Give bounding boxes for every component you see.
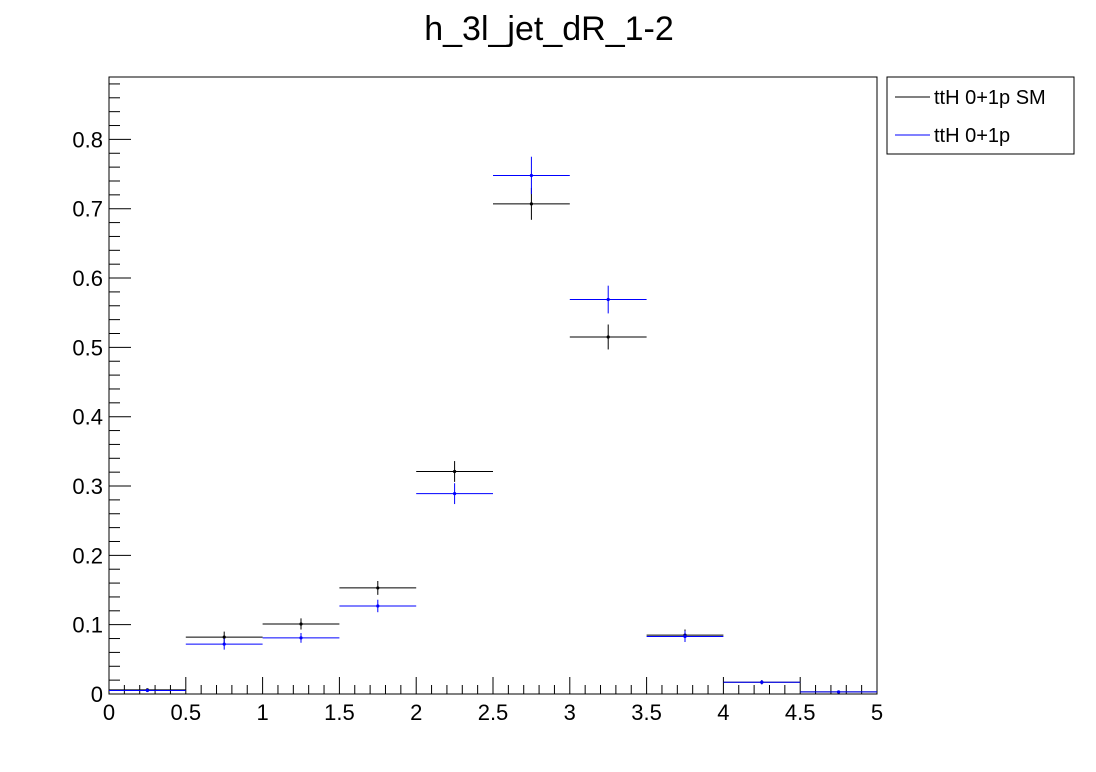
legend-box xyxy=(886,76,1075,155)
data-point xyxy=(145,688,149,693)
x-tick-label: 2.5 xyxy=(478,700,509,725)
y-tick-label: 0.8 xyxy=(72,127,103,152)
x-tick-label: 4 xyxy=(717,700,729,725)
x-tick-label: 0 xyxy=(103,700,115,725)
x-tick-label: 1.5 xyxy=(324,700,355,725)
legend-label-sm: ttH 0+1p SM xyxy=(934,87,1046,109)
data-point xyxy=(376,604,380,608)
data-markers xyxy=(109,156,877,694)
data-point xyxy=(299,636,303,640)
plot-frame xyxy=(108,76,878,695)
data-point xyxy=(529,202,534,206)
data-point xyxy=(683,634,687,639)
x-tick-label: 3.5 xyxy=(631,700,662,725)
x-tick-label: 0.5 xyxy=(171,700,202,725)
data-point xyxy=(760,680,764,684)
y-tick-label: 0.6 xyxy=(72,266,103,291)
x-tick-label: 5 xyxy=(871,700,883,725)
data-point xyxy=(222,635,226,639)
data-point xyxy=(376,586,380,590)
data-point xyxy=(453,492,457,496)
y-tick-label: 0.3 xyxy=(72,474,103,499)
data-point xyxy=(837,690,841,694)
y-tick-label: 0 xyxy=(91,682,103,707)
x-tick-label: 4.5 xyxy=(785,700,816,725)
data-point xyxy=(453,469,457,474)
chart-title: h_3l_jet_dR_1-2 xyxy=(424,10,674,48)
x-tick-label: 2 xyxy=(410,700,422,725)
y-tick-label: 0.2 xyxy=(72,543,103,568)
data-point xyxy=(299,622,303,626)
legend: ttH 0+1p SM ttH 0+1p xyxy=(886,76,1075,155)
data-point xyxy=(529,173,534,178)
y-tick-label: 0.4 xyxy=(72,405,103,430)
series-0 xyxy=(109,187,877,694)
y-tick-label: 0.7 xyxy=(72,197,103,222)
data-point xyxy=(606,335,610,339)
axes: 0 0.5 1 1.5 2 2.5 3 3.5 4 4.5 5 0 0.1 0.2 0.3 0.4 0.5 0.6… xyxy=(72,83,883,725)
x-tick-label: 3 xyxy=(564,700,576,725)
y-tick-label: 0.1 xyxy=(72,613,103,638)
data-point xyxy=(606,297,610,302)
y-tick-label: 0.5 xyxy=(72,335,103,360)
data-point xyxy=(222,642,226,646)
series-1 xyxy=(109,156,877,694)
legend-label-bsm: ttH 0+1p xyxy=(934,125,1010,147)
x-tick-label: 1 xyxy=(256,700,268,725)
